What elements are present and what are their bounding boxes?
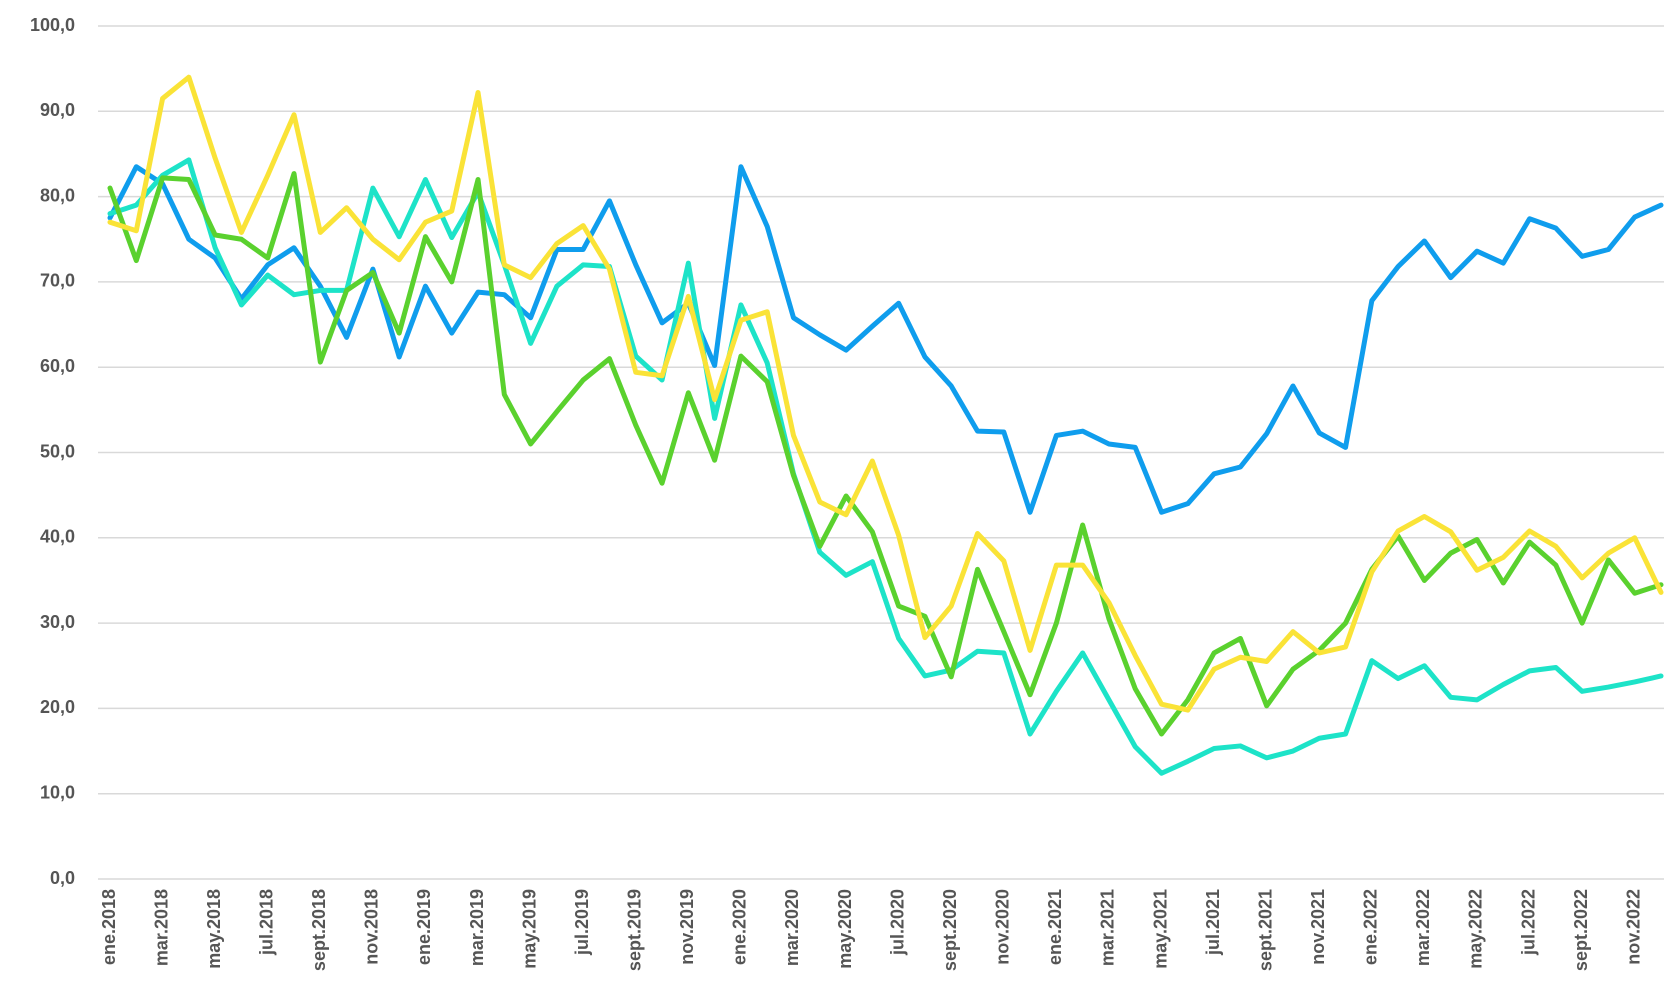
x-tick-label: mar.2018 [151,889,171,966]
x-tick-label: ene.2020 [730,889,750,965]
y-tick-label: 30,0 [40,612,75,632]
x-tick-label: may.2022 [1466,889,1486,969]
y-tick-label: 80,0 [40,185,75,205]
x-tick-label: ene.2022 [1361,889,1381,965]
x-tick-label: ene.2019 [414,889,434,965]
series-line [107,74,1664,713]
x-tick-label: jul.2018 [256,889,276,956]
x-tick-label: sept.2020 [940,889,960,971]
y-tick-label: 0,0 [50,868,75,888]
x-tick-label: mar.2021 [1098,889,1118,966]
y-tick-label: 10,0 [40,782,75,802]
x-tick-label: mar.2019 [467,889,487,966]
y-tick-label: 100,0 [30,15,75,35]
x-tick-label: sept.2021 [1255,889,1275,971]
x-tick-label: may.2018 [204,889,224,969]
y-tick-label: 50,0 [40,441,75,461]
y-tick-label: 70,0 [40,271,75,291]
x-tick-label: ene.2021 [1045,889,1065,965]
x-tick-label: nov.2018 [362,889,382,965]
x-tick-label: nov.2021 [1308,889,1328,965]
y-tick-label: 90,0 [40,100,75,120]
x-tick-label: mar.2020 [782,889,802,966]
x-tick-label: jul.2022 [1518,889,1538,956]
x-tick-label: jul.2021 [1203,889,1223,956]
y-tick-label: 60,0 [40,356,75,376]
x-tick-label: nov.2019 [677,889,697,965]
x-tick-label: nov.2020 [993,889,1013,965]
x-tick-label: may.2020 [835,889,855,969]
series-line [107,157,1664,776]
x-tick-label: jul.2019 [572,889,592,956]
y-tick-label: 40,0 [40,527,75,547]
x-tick-label: sept.2019 [625,889,645,971]
series-line [107,171,1664,737]
x-tick-label: may.2019 [519,889,539,969]
x-tick-label: sept.2022 [1571,889,1591,971]
x-tick-label: sept.2018 [309,889,329,971]
x-tick-label: nov.2022 [1623,889,1643,965]
x-tick-label: may.2021 [1150,889,1170,969]
x-tick-label: jul.2020 [887,889,907,956]
y-tick-label: 20,0 [40,697,75,717]
x-tick-label: ene.2018 [99,889,119,965]
series-line [107,164,1664,515]
x-tick-label: mar.2022 [1413,889,1433,966]
